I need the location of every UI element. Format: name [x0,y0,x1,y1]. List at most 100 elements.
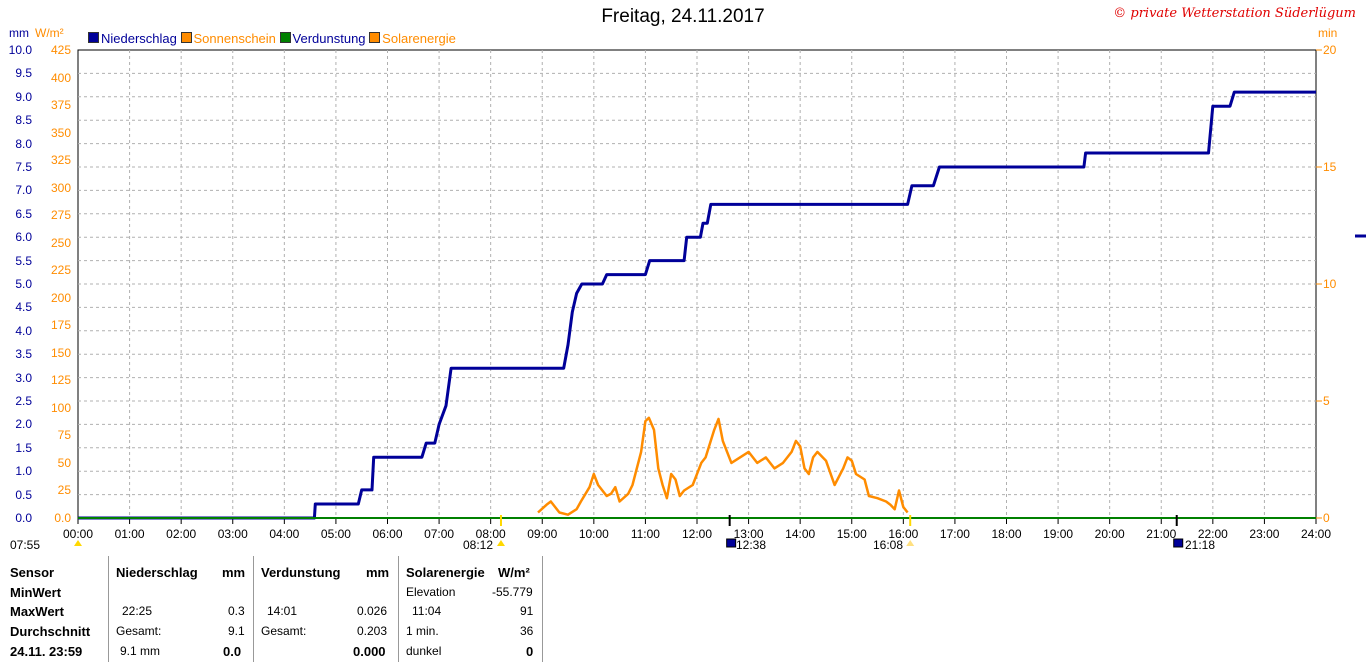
date-label: 24.11. 23:59 [10,644,83,659]
verdunstung-header: Verdunstung [261,565,341,580]
y-tick-mm: 2.0 [15,417,32,432]
y-tick-min: 5 [1323,394,1330,408]
y-tick-mm: 5.0 [15,277,32,291]
verdunstung-max-time: 14:01 [267,604,298,618]
minwert-label: MinWert [10,585,62,600]
legend-item-sonnenschein: Sonnenschein [180,31,276,46]
y-tick-wm2: 375 [50,98,71,113]
y-tick-mm: 0.5 [15,487,32,502]
niederschlag-header: Niederschlag [116,565,198,580]
x-tick-label: 18:00 [991,527,1022,541]
y-tick-mm: 4.5 [15,300,32,315]
x-tick-label: 10:00 [578,527,609,541]
y-tick-wm2: 350 [50,125,71,140]
niederschlag-gesamt: 9.1 [228,624,245,638]
y-tick-mm: 6.0 [15,230,32,245]
y-tick-mm: 1.5 [15,440,32,455]
niederschlag-max-time: 22:25 [122,604,153,618]
y-tick-mm: 3.5 [15,347,32,362]
verdunstung-unit: mm [366,565,390,580]
legend-label: Verdunstung [292,31,366,46]
legend-item-solarenergie: Solarenergie [369,31,456,46]
divider [542,556,543,662]
y-tick-wm2: 0.0 [54,511,71,525]
y-tick-mm: 5.5 [15,253,32,268]
y-tick-min: 20 [1323,43,1337,57]
x-tick-label: 06:00 [372,527,403,541]
legend-item-niederschlag: Niederschlag [88,31,177,46]
y-tick-mm: 3.0 [15,370,32,385]
y-tick-wm2: 425 [50,43,71,57]
x-tick-label: 01:00 [114,527,145,541]
y-tick-wm2: 250 [50,235,71,250]
y-tick-wm2: 125 [50,373,71,388]
durchschnitt-label: Durchschnitt [10,624,91,639]
sunrise-label: 08:12 [463,538,494,552]
solar-dark-label: dunkel [406,644,442,658]
x-tick-label: 15:00 [836,527,867,541]
solar-dark-value: 0 [526,644,534,659]
x-tick-label: 14:00 [785,527,816,541]
niederschlag-max-value: 0.3 [228,604,245,618]
niederschlag-unit: mm [222,565,246,580]
legend-label: Sonnenschein [193,31,276,46]
y-tick-wm2: 50 [57,455,71,470]
sunset-marker [906,540,915,546]
y-tick-wm2: 25 [57,483,71,498]
y-tick-mm: 10.0 [8,43,32,57]
x-tick-label: 22:00 [1197,527,1228,541]
y-tick-min: 15 [1323,160,1337,174]
x-tick-label: 09:00 [527,527,558,541]
legend-swatch [279,32,291,43]
legend-label: Solarenergie [382,31,456,46]
x-tick-label: 17:00 [939,527,970,541]
y-tick-mm: 1.0 [15,464,32,479]
y-tick-mm: 0.0 [15,511,32,525]
x-tick-label: 11:00 [630,527,660,541]
legend: Niederschlag Sonnenschein Verdunstung So… [88,31,456,46]
copyright-label: © private Wetterstation Süderlügum [1113,6,1356,21]
solar-max-time: 11:04 [412,604,442,618]
x-tick-label: 00:00 [62,527,94,541]
legend-item-verdunstung: Verdunstung [279,31,366,46]
unit-mm: mm [9,26,29,40]
verdunstung-gesamt: 0.203 [357,624,388,638]
series-line-niederschlag [78,90,1316,520]
series-line-solarenergie [537,416,909,516]
unit-min: min [1318,26,1338,40]
y-tick-wm2: 150 [50,345,71,360]
stats-table [0,556,1366,670]
divider [253,556,254,662]
x-tick-label: 12:00 [681,527,713,541]
legend-swatch [180,32,192,43]
x-tick-label: 07:00 [424,527,455,541]
maxwert-label: MaxWert [10,604,64,619]
y-tick-wm2: 325 [50,153,71,168]
niederschlag-gesamt-label: Gesamt: [116,624,162,638]
sensor-header: Sensor [10,565,55,580]
moon-label: 21:18 [1185,538,1216,552]
y-tick-wm2: 275 [50,208,71,223]
legend-swatch [88,32,99,43]
y-tick-mm: 9.0 [15,89,32,104]
divider [398,556,399,662]
y-tick-mm: 8.5 [15,113,32,128]
x-tick-label: 21:00 [1146,527,1177,541]
x-tick-label: 02:00 [166,527,197,541]
x-tick-label: 04:00 [269,527,300,541]
x-tick-label: 03:00 [217,527,248,541]
y-tick-mm: 8.0 [15,136,32,151]
x-tick-label: 13:00 [733,527,764,541]
noon-marker [726,538,737,548]
y-tick-mm: 7.5 [15,160,32,174]
niederschlag-date-value: 9.1 mm [120,644,161,658]
moon-marker [1173,538,1184,548]
y-tick-min: 10 [1323,277,1337,291]
unit-wm2: W/m² [35,26,64,40]
legend-label: Niederschlag [101,31,177,46]
y-tick-wm2: 400 [50,70,71,85]
verdunstung-gesamt-label: Gesamt: [261,624,307,638]
sunset-label: 16:08 [873,538,904,552]
y-tick-mm: 6.5 [15,206,32,221]
y-tick-wm2: 225 [50,263,71,278]
